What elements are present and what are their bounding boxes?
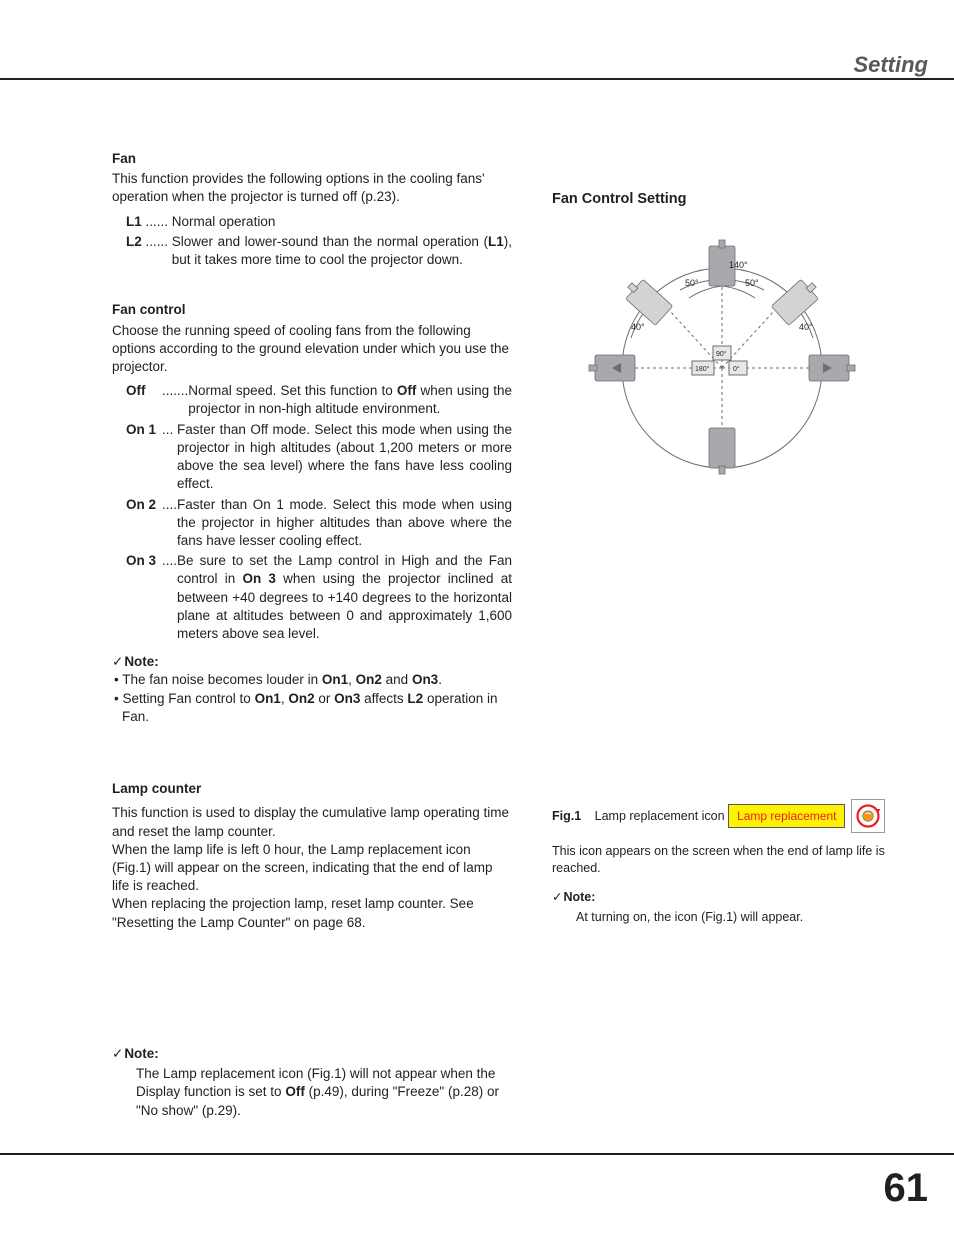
fig1-note-head: Note: xyxy=(552,889,892,906)
fan-control-note-2: • Setting Fan control to On1, On2 or On3… xyxy=(114,690,512,726)
lamp-counter-p3: When replacing the projection lamp, rese… xyxy=(112,895,512,931)
fan-intro: This function provides the following opt… xyxy=(112,170,512,206)
angle-50l: 50° xyxy=(685,278,699,288)
option-term: On 3 xyxy=(126,552,162,570)
fan-control-note-1: • The fan noise becomes louder in On1, O… xyxy=(114,671,512,689)
fig1-note-body: At turning on, the icon (Fig.1) will app… xyxy=(576,909,892,926)
option-dots: .... xyxy=(162,552,177,570)
lamp-replacement-icon xyxy=(851,799,885,833)
right-column: Fan Control Setting xyxy=(552,150,892,932)
fan-control-on3: On 3.... Be sure to set the Lamp control… xyxy=(126,552,512,643)
header-rule xyxy=(0,78,954,80)
fan-control-on1: On 1... Faster than Off mode. Select thi… xyxy=(126,421,512,494)
fan-option-l1: L1 ...... Normal operation xyxy=(126,213,512,231)
angle-180: 180° xyxy=(695,365,710,373)
option-desc: Slower and lower-sound than the normal o… xyxy=(172,233,512,269)
option-dots: ... xyxy=(162,421,177,439)
fan-control-diagram: 140° 50° 50° 40° 40° 180° 0° 90° xyxy=(577,228,867,493)
fan-control-note-head: Note: xyxy=(112,653,512,671)
footer-rule xyxy=(0,1153,954,1155)
angle-90: 90° xyxy=(716,350,727,358)
option-desc: Faster than On 1 mode. Select this mode … xyxy=(177,496,512,551)
fan-heading: Fan xyxy=(112,150,512,168)
lamp-counter-p2: When the lamp life is left 0 hour, the L… xyxy=(112,841,512,896)
bottom-note-head: Note: xyxy=(112,1045,512,1063)
fig1-desc: This icon appears on the screen when the… xyxy=(552,843,892,877)
bottom-note-body: The Lamp replacement icon (Fig.1) will n… xyxy=(136,1065,512,1120)
option-term: L1 xyxy=(126,213,142,231)
page-number: 61 xyxy=(884,1161,929,1215)
fan-control-heading: Fan control xyxy=(112,301,512,319)
fan-option-l2: L2 ...... Slower and lower-sound than th… xyxy=(126,233,512,269)
angle-40r: 40° xyxy=(799,322,813,332)
option-term: On 1 xyxy=(126,421,162,439)
angle-50r: 50° xyxy=(745,278,759,288)
angle-40l: 40° xyxy=(631,322,645,332)
option-desc: Be sure to set the Lamp control in High … xyxy=(177,552,512,643)
fan-options: L1 ...... Normal operation L2 ...... Slo… xyxy=(126,213,512,270)
angle-0: 0° xyxy=(733,365,740,373)
fan-control-options: Off....... Normal speed. Set this functi… xyxy=(126,382,512,643)
option-dots: .... xyxy=(162,496,177,514)
option-desc: Normal speed. Set this function to Off w… xyxy=(188,382,512,418)
bottom-note: Note: The Lamp replacement icon (Fig.1) … xyxy=(112,1035,512,1120)
option-dots: ...... xyxy=(142,233,172,269)
lamp-counter-heading: Lamp counter xyxy=(112,780,512,798)
option-term: Off xyxy=(126,382,162,400)
page-section-title: Setting xyxy=(853,50,928,80)
option-term: On 2 xyxy=(126,496,162,514)
lamp-counter-p1: This function is used to display the cum… xyxy=(112,804,512,840)
fig1-block: Fig.1 Lamp replacement icon Lamp replace… xyxy=(552,793,892,927)
angle-140: 140° xyxy=(729,260,748,270)
fan-control-on2: On 2.... Faster than On 1 mode. Select t… xyxy=(126,496,512,551)
lamp-replacement-badge: Lamp replacement xyxy=(728,799,885,833)
option-term: L2 xyxy=(126,233,142,269)
option-desc: Normal operation xyxy=(172,213,276,231)
fan-control-off: Off....... Normal speed. Set this functi… xyxy=(126,382,512,418)
option-desc: Faster than Off mode. Select this mode w… xyxy=(177,421,512,494)
fan-control-setting-title: Fan Control Setting xyxy=(552,190,892,210)
fan-control-intro: Choose the running speed of cooling fans… xyxy=(112,322,512,377)
option-dots: ...... xyxy=(142,213,172,231)
left-column: Fan This function provides the following… xyxy=(112,150,512,932)
lamp-replacement-text: Lamp replacement xyxy=(728,804,845,828)
fig1-caption: Lamp replacement icon xyxy=(595,809,725,823)
page-content: Fan This function provides the following… xyxy=(112,150,892,932)
option-dots: ....... xyxy=(162,382,188,400)
fig1-label: Fig.1 xyxy=(552,809,581,823)
